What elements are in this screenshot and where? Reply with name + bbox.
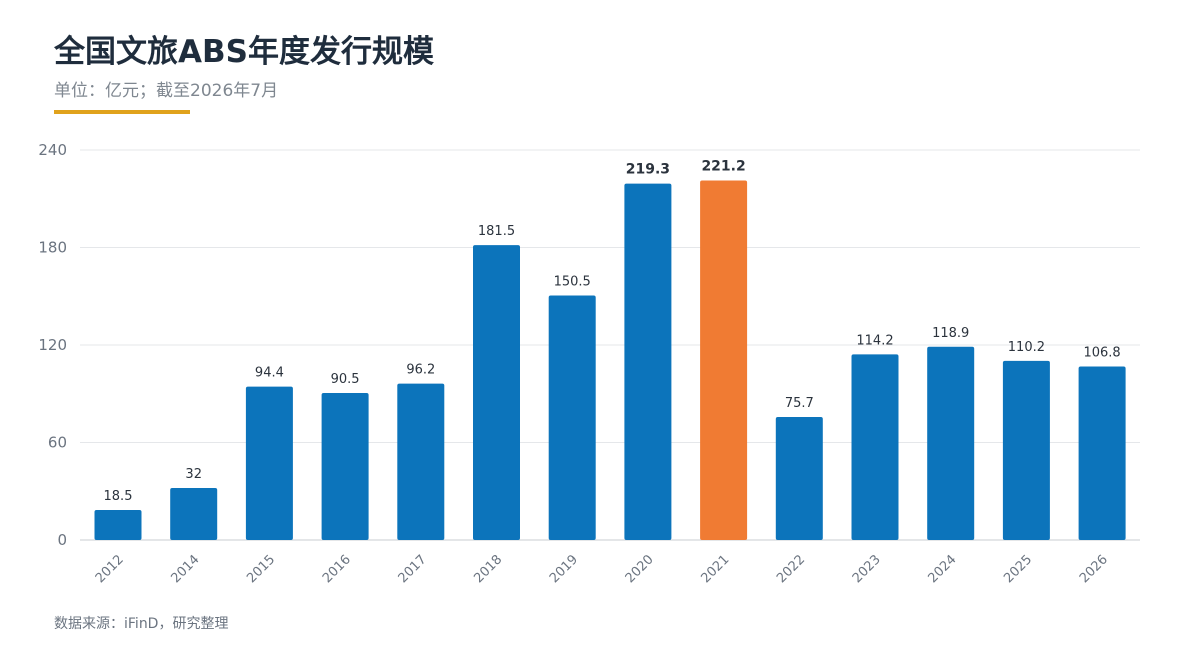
x-tick-label: 2014 bbox=[169, 552, 203, 586]
data-label-2017: 96.2 bbox=[406, 363, 435, 378]
y-tick-label: 120 bbox=[38, 336, 67, 354]
y-tick-label: 240 bbox=[38, 141, 67, 159]
data-label-2021: 221.2 bbox=[701, 159, 745, 175]
x-tick-label: 2022 bbox=[774, 552, 808, 586]
x-tick-label: 2012 bbox=[93, 552, 127, 586]
data-label-2026: 106.8 bbox=[1083, 345, 1120, 360]
bar-2015 bbox=[245, 386, 293, 540]
bar-2025 bbox=[1002, 360, 1050, 540]
bar-2020 bbox=[624, 183, 672, 540]
x-tick-label: 2016 bbox=[320, 552, 354, 586]
x-tick-label: 2024 bbox=[926, 552, 960, 586]
data-label-2016: 90.5 bbox=[331, 372, 360, 387]
data-label-2015: 94.4 bbox=[255, 366, 284, 381]
title-accent-bar bbox=[54, 110, 190, 114]
bar-2022 bbox=[775, 416, 823, 540]
y-axis-ticks: 0 60 120 180 240 bbox=[38, 141, 67, 549]
y-tick-label: 180 bbox=[38, 239, 67, 257]
x-tick-label: 2025 bbox=[1001, 552, 1035, 586]
bar-2016 bbox=[321, 392, 369, 540]
bar-2019 bbox=[548, 295, 596, 540]
y-tick-label: 0 bbox=[57, 531, 67, 549]
x-tick-label: 2021 bbox=[698, 552, 732, 586]
data-labels: 18.5 32 94.4 90.5 96.2 181.5 150.5 219.3 221.2 75… bbox=[104, 159, 1121, 504]
data-label-2012: 18.5 bbox=[104, 489, 133, 504]
bars bbox=[94, 180, 1126, 541]
y-tick-label: 60 bbox=[48, 434, 67, 452]
data-label-2014: 32 bbox=[185, 467, 202, 482]
x-tick-label: 2017 bbox=[396, 552, 430, 586]
data-label-2019: 150.5 bbox=[554, 274, 591, 289]
gridlines bbox=[80, 149, 1140, 541]
bar-2012 bbox=[94, 509, 142, 540]
x-tick-label: 2020 bbox=[623, 552, 657, 586]
data-label-2018: 181.5 bbox=[478, 224, 515, 239]
bar-2023 bbox=[851, 354, 899, 540]
x-tick-label: 2023 bbox=[850, 552, 884, 586]
data-label-2025: 110.2 bbox=[1008, 340, 1045, 355]
chart-title: 全国文旅ABS年度发行规模 bbox=[54, 34, 434, 70]
x-tick-label: 2019 bbox=[547, 552, 581, 586]
data-label-2023: 114.2 bbox=[856, 333, 893, 348]
x-tick-label: 2026 bbox=[1077, 552, 1111, 586]
x-tick-label: 2015 bbox=[244, 552, 278, 586]
bar-2017 bbox=[397, 383, 445, 540]
bar-2024 bbox=[927, 346, 975, 540]
bar-2018 bbox=[473, 245, 520, 540]
data-label-2020: 219.3 bbox=[626, 162, 670, 178]
data-label-2024: 118.9 bbox=[932, 326, 969, 341]
bar-2014 bbox=[170, 488, 218, 540]
bar-2021 bbox=[700, 180, 748, 541]
bar-2026 bbox=[1078, 366, 1126, 540]
source-note: 数据来源：iFinD，研究整理 bbox=[54, 616, 229, 632]
chart-subtitle: 单位：亿元；截至2026年7月 bbox=[54, 81, 279, 101]
x-axis-ticks: 2012 2014 2015 2016 2017 2018 2019 2020 2021 2022… bbox=[93, 552, 1111, 586]
data-label-2022: 75.7 bbox=[785, 396, 814, 411]
x-tick-label: 2018 bbox=[471, 552, 505, 586]
